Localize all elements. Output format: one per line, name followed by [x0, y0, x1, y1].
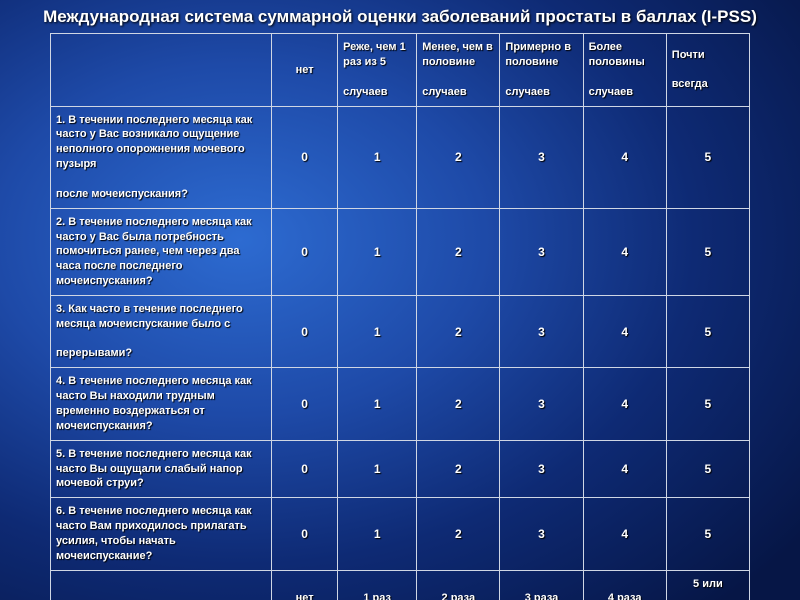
score-cell: 3 — [500, 208, 583, 295]
score-cell: 4 — [583, 208, 666, 295]
score-cell: 0 — [272, 498, 338, 570]
score-cell: 1 — [338, 440, 417, 498]
score-cell: 5 — [666, 106, 749, 208]
header-c1: Реже, чем 1 раз из 5случаев — [338, 34, 417, 106]
score-cell: 3 — [500, 498, 583, 570]
score-cell: 4 — [583, 498, 666, 570]
freq-blank — [51, 570, 272, 600]
frequency-row: нет1 раз2 раза3 раза4 раза5 илиболее раз — [51, 570, 750, 600]
score-cell: 2 — [417, 295, 500, 367]
score-cell: 2 — [417, 498, 500, 570]
score-cell: 1 — [338, 368, 417, 440]
freq-cell: 1 раз — [338, 570, 417, 600]
table-row: 1. В течении последнего месяца как часто… — [51, 106, 750, 208]
table-row: 2. В течение последнего месяца как часто… — [51, 208, 750, 295]
header-c5: Почтивсегда — [666, 34, 749, 106]
score-cell: 0 — [272, 208, 338, 295]
table-row: 6. В течение последнего месяца как часто… — [51, 498, 750, 570]
score-cell: 1 — [338, 295, 417, 367]
score-cell: 1 — [338, 106, 417, 208]
score-cell: 4 — [583, 440, 666, 498]
score-cell: 5 — [666, 498, 749, 570]
score-cell: 3 — [500, 440, 583, 498]
header-c2: Менее, чем в половинеслучаев — [417, 34, 500, 106]
score-cell: 2 — [417, 368, 500, 440]
ipss-table: нет Реже, чем 1 раз из 5случаев Менее, ч… — [50, 33, 750, 600]
table-row: 5. В течение последнего месяца как часто… — [51, 440, 750, 498]
question-cell: 5. В течение последнего месяца как часто… — [51, 440, 272, 498]
freq-cell: 5 илиболее раз — [666, 570, 749, 600]
header-c3: Примерно в половинеслучаев — [500, 34, 583, 106]
freq-cell: 3 раза — [500, 570, 583, 600]
freq-cell: 2 раза — [417, 570, 500, 600]
score-cell: 0 — [272, 106, 338, 208]
score-cell: 5 — [666, 208, 749, 295]
score-cell: 0 — [272, 440, 338, 498]
score-cell: 3 — [500, 106, 583, 208]
score-cell: 4 — [583, 368, 666, 440]
table-row: 4. В течение последнего месяца как часто… — [51, 368, 750, 440]
score-cell: 0 — [272, 368, 338, 440]
score-cell: 3 — [500, 368, 583, 440]
score-cell: 2 — [417, 208, 500, 295]
header-row: нет Реже, чем 1 раз из 5случаев Менее, ч… — [51, 34, 750, 106]
score-cell: 4 — [583, 295, 666, 367]
score-cell: 5 — [666, 368, 749, 440]
header-blank — [51, 34, 272, 106]
score-cell: 5 — [666, 440, 749, 498]
score-cell: 0 — [272, 295, 338, 367]
score-cell: 3 — [500, 295, 583, 367]
freq-cell: нет — [272, 570, 338, 600]
question-cell: 2. В течение последнего месяца как часто… — [51, 208, 272, 295]
score-cell: 2 — [417, 440, 500, 498]
score-cell: 2 — [417, 106, 500, 208]
question-cell: 1. В течении последнего месяца как часто… — [51, 106, 272, 208]
score-cell: 1 — [338, 208, 417, 295]
question-cell: 3. Как часто в течение последнего месяца… — [51, 295, 272, 367]
score-cell: 5 — [666, 295, 749, 367]
header-c0: нет — [272, 34, 338, 106]
page-title: Международная система суммарной оценки з… — [0, 0, 800, 33]
score-cell: 1 — [338, 498, 417, 570]
score-cell: 4 — [583, 106, 666, 208]
header-c4: Более половиныслучаев — [583, 34, 666, 106]
question-cell: 6. В течение последнего месяца как часто… — [51, 498, 272, 570]
freq-cell: 4 раза — [583, 570, 666, 600]
table-row: 3. Как часто в течение последнего месяца… — [51, 295, 750, 367]
question-cell: 4. В течение последнего месяца как часто… — [51, 368, 272, 440]
